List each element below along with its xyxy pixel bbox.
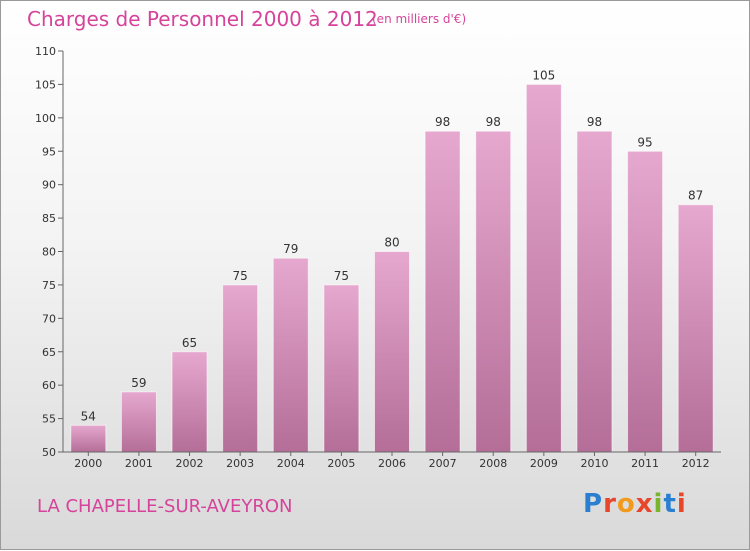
bar-value-label: 54 — [81, 409, 96, 423]
y-axis: 50 55 60 65 70 75 80 85 90 95 100 105 110 — [35, 45, 64, 459]
bar-2000 — [70, 424, 107, 453]
x-tick-label: 2010 — [580, 457, 608, 470]
x-tick-label: 2007 — [429, 457, 457, 470]
bar-value-label: 98 — [486, 115, 501, 129]
y-tick-label: 50 — [42, 446, 56, 459]
bar-2004 — [272, 257, 309, 453]
logo-letter: o — [616, 489, 636, 519]
y-tick-label: 110 — [35, 45, 56, 58]
x-tick-label: 2000 — [74, 457, 102, 470]
y-tick-label: 55 — [42, 413, 56, 426]
logo-letter: i — [653, 489, 664, 519]
x-tick-label: 2009 — [530, 457, 558, 470]
x-tick-label: 2001 — [125, 457, 153, 470]
logo-letter: r — [603, 489, 617, 519]
chart-subtitle: (en milliers d'€) — [372, 12, 467, 26]
y-tick-label: 60 — [42, 379, 56, 392]
commune-name: LA CHAPELLE-SUR-AVEYRON — [37, 496, 293, 517]
bar-value-label: 80 — [384, 236, 399, 250]
bar-value-label: 75 — [233, 269, 248, 283]
bar-value-label: 98 — [587, 115, 602, 129]
x-tick-label: 2004 — [277, 457, 305, 470]
bar-value-label: 75 — [334, 269, 349, 283]
y-tick-label: 95 — [42, 145, 56, 158]
bar-value-label: 98 — [435, 115, 450, 129]
bar-value-label: 79 — [283, 242, 298, 256]
bar-2001 — [120, 391, 157, 453]
y-tick-label: 105 — [35, 78, 56, 91]
y-tick-label: 85 — [42, 212, 56, 225]
x-tick-label: 2003 — [226, 457, 254, 470]
bar-2010 — [576, 130, 613, 453]
bar-2007 — [424, 130, 461, 453]
logo-letter: P — [583, 489, 604, 519]
bar-2002 — [171, 351, 208, 453]
x-tick-label: 2008 — [479, 457, 507, 470]
y-tick-label: 100 — [35, 112, 56, 125]
bar-2008 — [475, 130, 512, 453]
bar-2012 — [677, 204, 714, 453]
bars-group: 54 59 65 75 79 75 80 98 98 105 98 95 87 — [70, 68, 714, 453]
x-tick-label: 2005 — [327, 457, 355, 470]
bar-2009 — [525, 83, 562, 453]
bar-value-label: 105 — [532, 68, 555, 82]
bar-value-label: 95 — [637, 135, 652, 149]
logo-letter: x — [635, 489, 654, 519]
bar-value-label: 65 — [182, 336, 197, 350]
x-tick-label: 2002 — [176, 457, 204, 470]
x-tick-label: 2006 — [378, 457, 406, 470]
y-tick-label: 65 — [42, 346, 56, 359]
bar-2006 — [374, 251, 410, 453]
bar-value-label: 87 — [688, 189, 703, 203]
bar-2011 — [627, 150, 664, 453]
bar-2005 — [323, 284, 360, 453]
y-tick-label: 80 — [42, 246, 56, 259]
x-tick-label: 2012 — [682, 457, 710, 470]
proxiti-logo: Proxiti — [583, 489, 687, 519]
y-tick-label: 75 — [42, 279, 56, 292]
bar-2003 — [222, 284, 259, 453]
chart-title: Charges de Personnel 2000 à 2012 — [27, 7, 378, 31]
y-tick-label: 70 — [42, 312, 56, 325]
logo-letter: i — [676, 489, 687, 519]
x-tick-label: 2011 — [631, 457, 659, 470]
logo-letter: t — [663, 489, 677, 519]
x-axis: 2000 2001 2002 2003 2004 2005 2006 2007 2008 2009… — [63, 451, 721, 470]
bar-value-label: 59 — [131, 376, 146, 390]
y-tick-label: 90 — [42, 179, 56, 192]
